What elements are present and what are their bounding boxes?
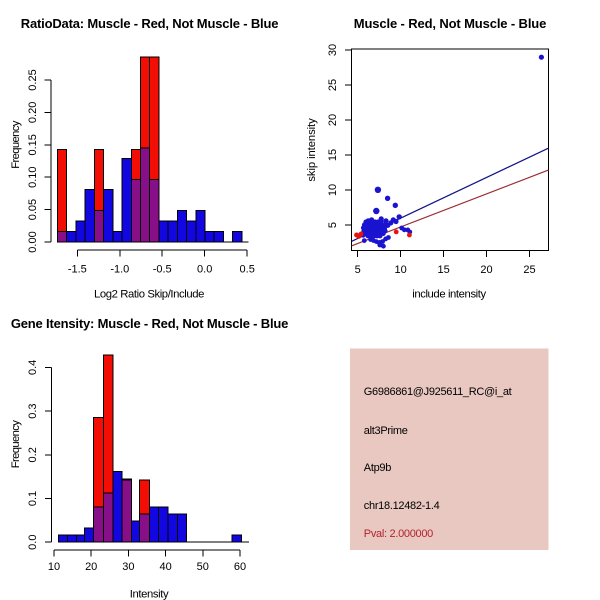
- svg-text:Frequency: Frequency: [10, 120, 22, 169]
- svg-text:5: 5: [355, 264, 361, 276]
- svg-text:0.20: 0.20: [27, 102, 39, 123]
- svg-text:-1.0: -1.0: [110, 264, 129, 276]
- svg-text:60: 60: [234, 561, 246, 573]
- svg-text:40: 40: [159, 561, 171, 573]
- svg-text:10: 10: [48, 561, 60, 573]
- svg-text:5: 5: [327, 222, 339, 228]
- svg-text:20: 20: [480, 264, 492, 276]
- svg-text:0.25: 0.25: [27, 69, 39, 90]
- svg-text:Muscle - Red, Not Muscle - Blu: Muscle - Red, Not Muscle - Blue: [354, 16, 546, 31]
- svg-text:include intensity: include intensity: [412, 289, 486, 301]
- svg-text:-1.5: -1.5: [68, 264, 87, 276]
- svg-text:0.00: 0.00: [27, 231, 39, 252]
- svg-text:50: 50: [197, 561, 209, 573]
- svg-text:0.0: 0.0: [27, 535, 39, 550]
- svg-text:0.05: 0.05: [27, 199, 39, 220]
- svg-text:10: 10: [394, 264, 406, 276]
- svg-text:20: 20: [327, 114, 339, 126]
- svg-text:0.10: 0.10: [27, 166, 39, 187]
- svg-text:20: 20: [85, 561, 97, 573]
- svg-text:10: 10: [327, 184, 339, 196]
- svg-text:30: 30: [122, 561, 134, 573]
- svg-text:30: 30: [327, 44, 339, 56]
- svg-text:skip intensity: skip intensity: [306, 118, 318, 182]
- svg-text:0.5: 0.5: [240, 264, 255, 276]
- svg-text:15: 15: [437, 264, 449, 276]
- svg-text:0.1: 0.1: [27, 491, 39, 506]
- svg-text:Gene Itensity: Muscle - Red, N: Gene Itensity: Muscle - Red, Not Muscle …: [11, 316, 288, 331]
- svg-text:0.0: 0.0: [197, 264, 212, 276]
- svg-text:15: 15: [327, 149, 339, 161]
- svg-text:Pval: 2.000000: Pval: 2.000000: [364, 528, 433, 540]
- svg-text:Intensity: Intensity: [130, 589, 169, 600]
- svg-text:G6986861@J925611_RC@i_at: G6986861@J925611_RC@i_at: [364, 386, 512, 398]
- svg-text:Log2 Ratio Skip/Include: Log2 Ratio Skip/Include: [94, 289, 204, 301]
- svg-text:Frequency: Frequency: [10, 420, 22, 469]
- svg-text:25: 25: [327, 79, 339, 91]
- svg-text:0.4: 0.4: [27, 360, 39, 375]
- svg-text:-0.5: -0.5: [153, 264, 172, 276]
- svg-text:Atp9b: Atp9b: [364, 462, 391, 474]
- svg-text:RatioData: Muscle - Red, Not M: RatioData: Muscle - Red, Not Muscle - Bl…: [21, 16, 279, 31]
- svg-text:25: 25: [523, 264, 535, 276]
- svg-text:alt3Prime: alt3Prime: [364, 425, 408, 437]
- svg-text:0.3: 0.3: [27, 403, 39, 418]
- svg-text:0.15: 0.15: [27, 134, 39, 155]
- svg-text:chr18.12482-1.4: chr18.12482-1.4: [364, 500, 440, 512]
- svg-text:0.2: 0.2: [27, 447, 39, 462]
